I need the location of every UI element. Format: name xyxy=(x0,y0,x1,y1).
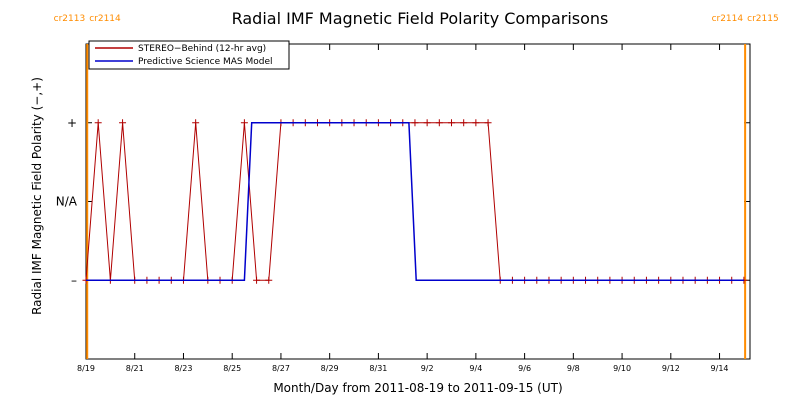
x-tick-label: 9/14 xyxy=(711,364,729,373)
x-tick-label: 9/8 xyxy=(567,364,580,373)
cr-label-right: cr2114 xyxy=(89,14,121,24)
x-tick-label: 8/27 xyxy=(272,364,290,373)
x-tick-label: 9/12 xyxy=(662,364,680,373)
cr-label-right: cr2115 xyxy=(747,14,779,24)
data-point xyxy=(253,276,261,284)
series-layer xyxy=(82,119,748,284)
x-tick-label: 8/29 xyxy=(321,364,339,373)
x-tick-label: 9/6 xyxy=(518,364,531,373)
data-point xyxy=(484,119,492,127)
y-tick-label: N/A xyxy=(56,195,78,209)
plot-frame xyxy=(85,43,751,360)
data-point xyxy=(94,119,102,127)
x-tick-label: 8/25 xyxy=(223,364,241,373)
data-point xyxy=(411,119,419,127)
carrington-rotation-markers: cr2113 cr2114 cr2114 cr2115 xyxy=(54,14,779,359)
x-tick-label: 8/23 xyxy=(174,364,192,373)
data-point xyxy=(119,119,127,127)
y-axis-label: Radial IMF Magnetic Field Polarity (−,+) xyxy=(30,77,44,315)
x-tick-label: 8/19 xyxy=(77,364,95,373)
x-ticks: 8/19 8/21 8/23 8/25 8/27 8/29 8/31 9/2 9/4 9/6 9/8… xyxy=(77,44,729,373)
cr-label-left: cr2113 xyxy=(54,14,86,24)
chart-title: Radial IMF Magnetic Field Polarity Compa… xyxy=(232,9,609,28)
x-tick-label: 9/2 xyxy=(421,364,434,373)
data-point xyxy=(423,119,431,127)
data-point xyxy=(460,119,468,127)
y-ticks: + N/A – xyxy=(56,116,750,287)
y-tick-label: – xyxy=(71,273,77,287)
legend-label-stereo: STEREO−Behind (12-hr avg) xyxy=(138,44,266,54)
series-line-model xyxy=(86,122,744,282)
legend-box xyxy=(88,40,290,70)
data-point xyxy=(472,119,480,127)
legend-label-model: Predictive Science MAS Model xyxy=(138,57,273,67)
x-tick-label: 8/31 xyxy=(369,364,387,373)
data-point xyxy=(240,119,248,127)
y-tick-label: + xyxy=(67,116,77,130)
x-tick-label: 8/21 xyxy=(126,364,144,373)
legend: STEREO−Behind (12-hr avg) Predictive Sci… xyxy=(88,40,290,70)
x-tick-label: 9/10 xyxy=(613,364,631,373)
x-tick-label: 9/4 xyxy=(469,364,482,373)
data-point xyxy=(448,119,456,127)
cr-label-left: cr2114 xyxy=(712,14,744,24)
data-point xyxy=(192,119,200,127)
data-point xyxy=(265,276,273,284)
x-axis-label: Month/Day from 2011-08-19 to 2011-09-15 … xyxy=(273,381,562,395)
data-point xyxy=(435,119,443,127)
